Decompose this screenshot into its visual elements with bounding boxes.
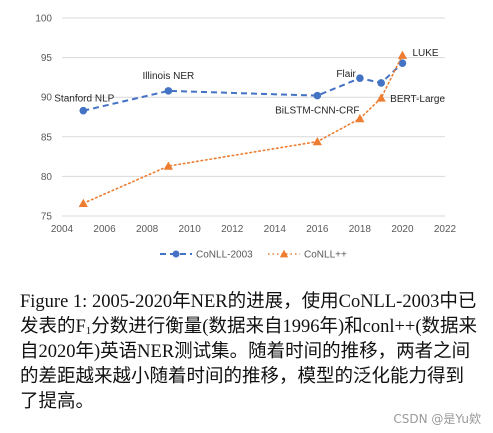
- x-tick-label-2012: 2012: [221, 224, 244, 235]
- y-tick-label-75: 75: [41, 212, 53, 223]
- data-point-s1-0: [78, 198, 88, 208]
- data-point-s0-3: [356, 74, 364, 82]
- x-tick-label-2010: 2010: [179, 224, 202, 235]
- data-point-s1-3: [355, 113, 365, 123]
- x-tick-label-2004: 2004: [51, 224, 74, 235]
- y-tick-label-95: 95: [41, 53, 53, 64]
- x-tick-label-2022: 2022: [434, 224, 457, 235]
- y-tick-label-90: 90: [41, 93, 53, 104]
- annotation-label-3: Flair: [336, 69, 356, 80]
- legend-label-1: CoNLL++: [304, 250, 347, 261]
- data-point-s1-2: [312, 136, 322, 146]
- annotations: Stanford NLP Illinois NER BiLSTM-CNN-CRF Fl…: [54, 48, 445, 116]
- data-point-s1-5: [397, 50, 408, 59]
- grid-lines: [62, 17, 445, 217]
- x-tick-label-2018: 2018: [349, 224, 372, 235]
- x-tick-label-2006: 2006: [93, 224, 116, 235]
- annotation-label-0: Stanford NLP: [54, 94, 114, 105]
- data-point-s1-4: [376, 93, 386, 102]
- annotation-label-4: LUKE: [412, 48, 438, 59]
- caption-text-part1: Figure 1: 2005-2020年NER的进展，使用CoNLL-2003中…: [20, 292, 477, 337]
- legend-marker-0: [172, 250, 180, 258]
- series-line-1: [82, 54, 404, 205]
- series-line-0: [83, 62, 404, 112]
- annotation-label-1: Illinois NER: [143, 71, 195, 82]
- data-point-s1-1: [163, 161, 173, 170]
- caption-text-part2: 分数进行衡量(数据来自1996年)和conl++(数据来自2020年)英语NER…: [20, 317, 477, 412]
- legend: CoNLL-2003 CoNLL++: [160, 250, 347, 261]
- annotation-label-5: BERT-Large: [390, 94, 445, 105]
- line-chart: 75 80 85 90 95 100 2004 2006 2008 2010 2012 2014 201…: [35, 14, 456, 261]
- y-tick-label-80: 80: [41, 172, 53, 183]
- data-point-s0-2: [313, 91, 322, 100]
- x-tick-label-2020: 2020: [391, 224, 414, 235]
- y-tick-label-85: 85: [41, 132, 53, 143]
- data-point-s0-0: [79, 106, 88, 115]
- watermark: CSDN @是Yu欸: [393, 412, 481, 426]
- data-point-s0-5: [398, 59, 407, 67]
- series-layer: [78, 50, 408, 208]
- x-tick-label-2016: 2016: [306, 224, 329, 235]
- legend-label-0: CoNLL-2003: [196, 250, 253, 261]
- annotation-label-2: BiLSTM-CNN-CRF: [275, 106, 359, 117]
- y-tick-label-100: 100: [35, 14, 52, 25]
- data-point-s0-1: [164, 87, 173, 95]
- x-tick-label-2008: 2008: [136, 224, 159, 235]
- data-point-s0-4: [377, 79, 385, 87]
- axes: 75 80 85 90 95 100 2004 2006 2008 2010 2012 2014 201…: [35, 14, 456, 236]
- figure-caption: Figure 1: 2005-2020年NER的进展，使用CoNLL-2003中…: [20, 290, 482, 415]
- legend-marker-1: [279, 249, 289, 258]
- x-tick-label-2014: 2014: [264, 224, 287, 235]
- caption-subscript: 1: [85, 325, 92, 337]
